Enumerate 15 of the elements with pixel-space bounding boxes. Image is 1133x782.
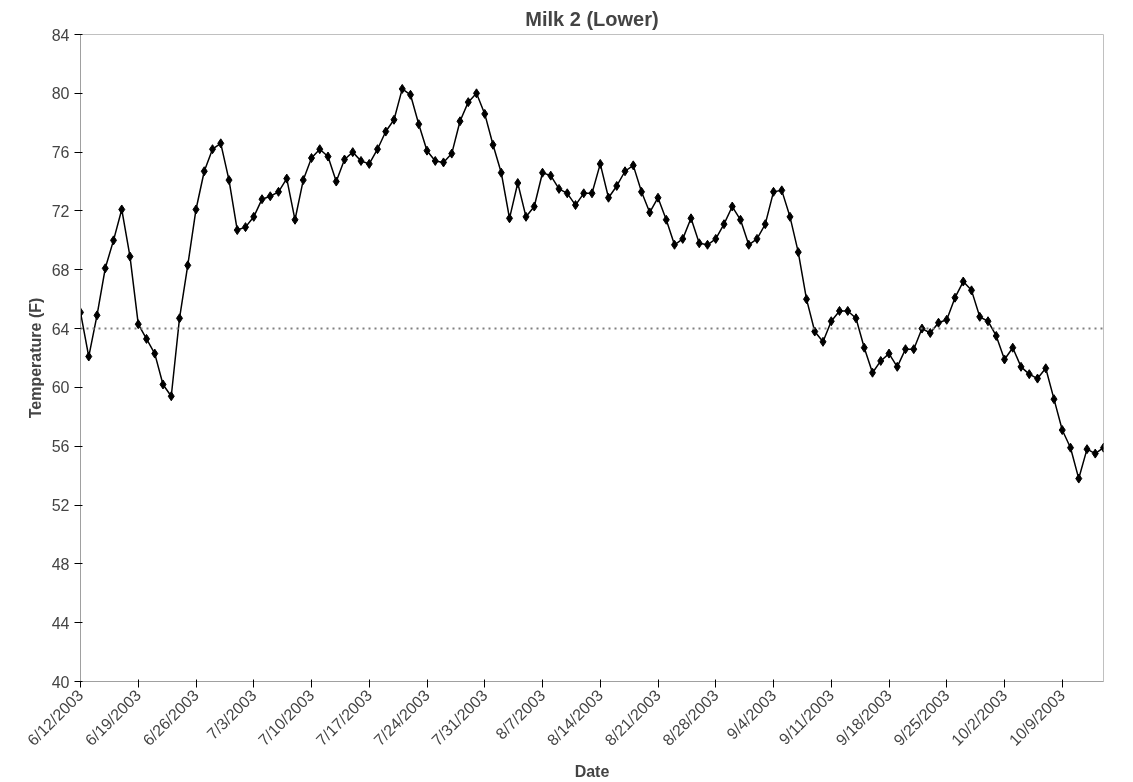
- y-tick-label: 84: [51, 26, 70, 44]
- y-tick-label: 72: [51, 202, 70, 220]
- y-tick-label: 48: [51, 555, 70, 573]
- y-axis-title: Temperature (F): [26, 297, 44, 419]
- y-tick-label: 80: [51, 85, 70, 103]
- x-axis-title: Date: [574, 762, 610, 780]
- y-tick-label: 68: [51, 261, 70, 279]
- y-tick-label: 60: [51, 379, 70, 397]
- chart-title: Milk 2 (Lower): [525, 7, 659, 30]
- y-tick-label: 44: [51, 614, 70, 632]
- y-tick-label: 52: [51, 497, 70, 515]
- y-tick-label: 76: [51, 144, 70, 162]
- y-tick-label: 40: [51, 673, 70, 691]
- y-tick-label: 56: [51, 438, 70, 456]
- y-tick-label: 64: [51, 320, 70, 338]
